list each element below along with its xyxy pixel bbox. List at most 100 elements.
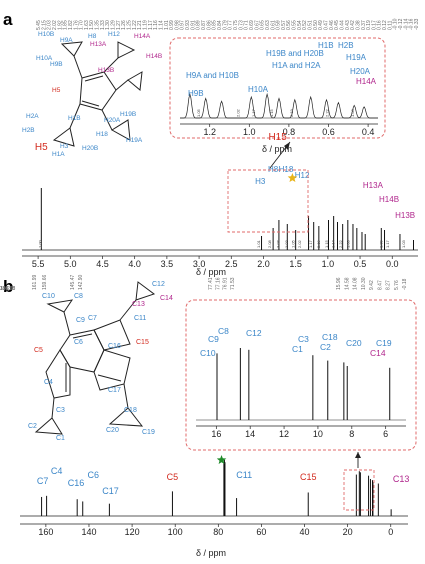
panel-label-b: b [3,277,13,296]
inset-b-tick-label: 6 [383,429,388,439]
h1-tick-label: 2.0 [257,259,270,269]
structure-a-label: H14A [134,33,151,40]
cyclopropyl-ring [52,127,75,147]
zoom-box-a [227,169,309,233]
cyclopropyl-ring [60,41,83,57]
structure-b-label: C10 [42,293,55,300]
inset-a-label: H20A [350,67,371,76]
bond [115,79,129,91]
h1-tick-label: 3.0 [193,259,206,269]
bond [103,57,119,73]
h1-peak-label: H13A [363,181,384,190]
h1-tick-label: 5.0 [64,259,77,269]
inset-a-tick-label: 0.4 [362,127,375,137]
panel-label-a: a [3,10,13,29]
h1-peak-list-value: 1.17 [148,20,154,30]
h1-peak-list-value: 0.44 [339,20,345,30]
inset-a-integral: 2.19 [289,108,294,117]
inset-a-label: H1A and H2A [272,61,321,70]
structure-a-label: H12 [108,31,120,38]
h1-peak-list-value: 0.46 [329,20,335,30]
c13-peak-list-value: 76.91 [223,277,229,290]
double-bond [84,75,104,82]
h1-integral: 2.08 [267,239,272,248]
double-bond [72,333,93,339]
c13-peak-label: C11 [236,470,252,480]
c13-peak-list-value: 9.42 [369,280,375,290]
c13-peak-label: C6 [88,470,100,480]
double-bond [97,374,122,382]
c13-peak-list-value: 145.47 [70,274,76,290]
h1-peak-list-value: 1.35 [95,20,101,30]
h1-tick-label: 2.5 [225,259,238,269]
h1-peak-label: H5 [35,142,48,153]
c13-tick-label: 120 [125,527,140,537]
h1-peak-list-value: 0.17 [371,20,377,30]
h1-peak-list-value: 0.97 [180,20,186,30]
h1-peak-list-value: 1.21 [137,20,143,30]
structure-a-label: H13A [90,41,107,48]
h1-integral: 1.01 [256,239,261,248]
inset-b-label: C1 [292,344,303,354]
structure-a-label: H20A [104,117,121,124]
structure-a [52,41,143,147]
c13-peak-label: C13 [393,474,410,484]
inset-a-label: H19B and H20B [266,49,324,58]
inset-a-label: H19A [346,53,367,62]
structure-a-label: H5 [52,87,61,94]
structure-b-label: C2 [28,423,37,430]
h1-peak-list-value: -0.33 [414,18,420,30]
h1-tick-label: 3.5 [161,259,174,269]
c13-peak-list-value: 14.58 [344,277,350,290]
h1-peak-list-value: 0.93 [185,20,191,30]
structure-b-label: C5 [34,347,43,354]
c13-tick-label: 100 [168,527,183,537]
arrow-head [355,452,361,458]
inset-b-tick-label: 12 [279,429,289,439]
structure-a-label: H19B [120,111,136,118]
cyclopropyl-ring [117,41,136,59]
h1-tick-label: 5.5 [32,259,45,269]
inset-b-label: C10 [200,348,216,358]
c13-peak-list-value: 8.47 [377,280,383,290]
h1-peak-list-value: 0.61 [270,20,276,30]
h1-peak-list-value: -0.14 [403,18,409,30]
h1-peak-list-value: 0.77 [228,20,234,30]
c13-xlabel: δ / ppm [196,548,226,558]
c13-peak-list-value: 71.53 [230,277,236,290]
inset-b-tick-label: 16 [211,429,221,439]
c13-peak-label: C7 [37,476,49,486]
structure-b-label: C13 [132,301,145,308]
c13-peak-list-value: -0.18 [402,278,408,290]
h1-peak-list-value: 0.51 [308,20,314,30]
structure-a-label: H1A [52,151,65,158]
structure-b-label: C3 [56,407,65,414]
structure-a-label: H19A [126,137,143,144]
ring-left [45,349,71,399]
inset-a-trace [180,92,378,119]
structure-b-label: C18 [124,407,137,414]
solvent-star [287,173,298,182]
h1-peak-list-value: 1.25 [127,20,133,30]
cyclopropyl-ring [127,71,143,91]
h1-spectrum: 5.5 5.0 4.5 4.0 3.5 3.0 2.5 2.0 1.5 1.0 0.5 0.0 1.00… [22,132,418,269]
inset-a-label: H10A [248,85,269,94]
h1-peak-list-value: 1.85 [63,20,69,30]
h1-peak-list-value: 0.43 [345,20,351,30]
c13-peak-label: C5 [167,472,179,482]
h1-peak-list-value: 1.82 [68,20,74,30]
h1-peak-list-value: 0.99 [169,20,175,30]
c13-peak-label: C16 [68,478,85,488]
h1-peak-list-value: 0.11 [387,20,393,30]
h1-peak-list-value: 1.92 [57,20,63,30]
h1-peak-list-value: 0.87 [201,20,207,30]
arrow-head [284,142,290,150]
h1-peak-list-value: 0.79 [222,20,228,30]
h1-xlabel: δ / ppm [196,267,226,277]
c13-tick-label: 80 [213,527,223,537]
h1-peak-list-value: 0.98 [174,20,180,30]
h1-peak-list-value: -0.12 [398,18,404,30]
h1-peak-list-value: 1.16 [153,20,159,30]
